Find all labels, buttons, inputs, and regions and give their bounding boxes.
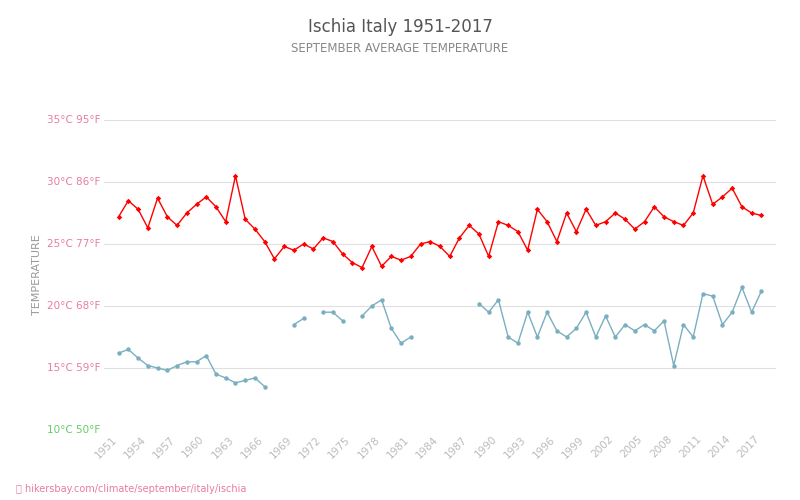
Text: 20°C 68°F: 20°C 68°F	[47, 301, 101, 311]
Text: TEMPERATURE: TEMPERATURE	[32, 234, 42, 316]
Text: 10°C 50°F: 10°C 50°F	[47, 425, 101, 435]
Text: SEPTEMBER AVERAGE TEMPERATURE: SEPTEMBER AVERAGE TEMPERATURE	[291, 42, 509, 56]
Text: Ischia Italy 1951-2017: Ischia Italy 1951-2017	[307, 18, 493, 36]
Text: 25°C 77°F: 25°C 77°F	[47, 239, 101, 249]
Text: 35°C 95°F: 35°C 95°F	[47, 115, 101, 125]
Text: 30°C 86°F: 30°C 86°F	[47, 177, 101, 187]
Text: 15°C 59°F: 15°C 59°F	[47, 363, 101, 373]
Text: 📍 hikersbay.com/climate/september/italy/ischia: 📍 hikersbay.com/climate/september/italy/…	[16, 484, 246, 494]
